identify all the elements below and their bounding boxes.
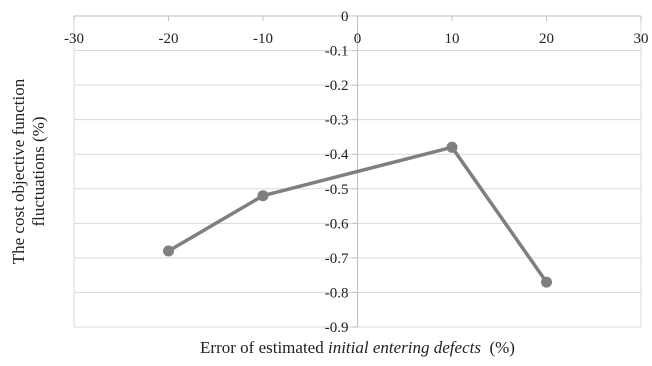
y-axis-label-line: The cost objective function bbox=[9, 78, 28, 264]
x-tick-label: 20 bbox=[539, 31, 554, 47]
x-tick-label: -30 bbox=[64, 31, 84, 47]
tick-labels: -30 -20 -10 0 10 20 30 0 -0.1 -0.2 -0.3 -0.4 -0.5 -0.… bbox=[64, 9, 649, 336]
series-line bbox=[166, 145, 549, 284]
x-tick-label: -20 bbox=[159, 31, 179, 47]
data-point bbox=[257, 190, 269, 202]
x-axis-label-part: Error of estimated bbox=[200, 338, 328, 357]
x-axis-label: Error of estimated initial entering defe… bbox=[200, 338, 515, 357]
y-tick-label: -0.1 bbox=[325, 44, 349, 60]
data-point bbox=[541, 276, 552, 288]
series-layer bbox=[163, 141, 552, 288]
y-tick-label: -0.9 bbox=[325, 320, 349, 336]
y-tick-label: 0 bbox=[341, 9, 349, 25]
y-tick-label: -0.8 bbox=[325, 285, 349, 301]
x-axis-label-part: (%) bbox=[481, 338, 515, 357]
y-axis-label-line: fluctuations (%) bbox=[29, 117, 48, 227]
x-tick-label: 0 bbox=[354, 31, 362, 47]
y-tick-label: -0.7 bbox=[325, 251, 349, 267]
y-tick-label: -0.3 bbox=[325, 113, 349, 129]
y-tick-label: -0.4 bbox=[325, 147, 349, 163]
x-tick-label: -10 bbox=[253, 31, 273, 47]
data-point bbox=[446, 141, 458, 153]
x-tick-label: 10 bbox=[445, 31, 460, 47]
data-point bbox=[163, 245, 174, 257]
y-tick-label: -0.2 bbox=[325, 78, 349, 94]
y-tick-label: -0.5 bbox=[325, 182, 349, 198]
x-tick-label: 30 bbox=[634, 31, 649, 47]
x-axis-label-part: initial entering defects bbox=[328, 338, 481, 357]
y-axis-label: The cost objective functionfluctuations … bbox=[9, 78, 48, 264]
y-tick-label: -0.6 bbox=[325, 216, 349, 232]
